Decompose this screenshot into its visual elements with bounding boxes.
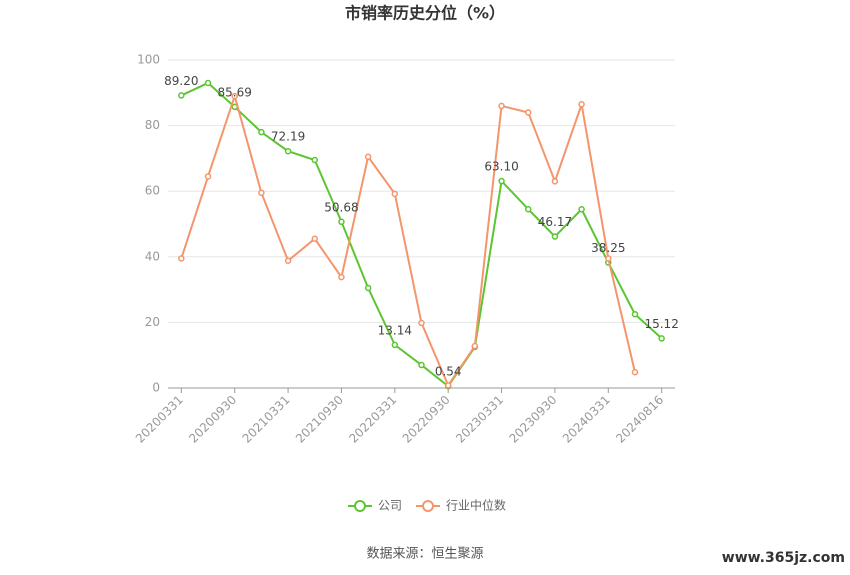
point	[631, 310, 639, 318]
data-label: 72.19	[271, 130, 305, 144]
point	[524, 109, 532, 116]
point	[471, 342, 479, 350]
point	[204, 79, 212, 87]
data-label: 89.20	[164, 74, 198, 88]
point	[391, 341, 399, 349]
point	[364, 153, 372, 161]
x-tick-label: 20230331	[453, 393, 506, 446]
point	[578, 101, 585, 108]
point	[498, 177, 505, 185]
x-tick-label: 20200930	[186, 393, 239, 446]
point	[284, 257, 292, 264]
point	[258, 128, 265, 136]
point	[605, 255, 612, 262]
y-tick-label: 80	[145, 118, 160, 132]
point	[338, 218, 345, 226]
source: 数据来源：恒生聚源	[366, 547, 483, 562]
point	[204, 173, 212, 180]
y-tick-label: 100	[137, 53, 160, 67]
x-tick-label: 20240331	[560, 393, 613, 446]
point	[631, 369, 639, 376]
x-tick-label: 20220930	[400, 393, 453, 446]
x-tick-label: 20200331	[133, 393, 186, 446]
data-label: 38.25	[591, 241, 625, 255]
y-tick-label: 60	[145, 184, 160, 198]
point	[498, 102, 505, 110]
point	[551, 178, 559, 185]
point	[578, 205, 585, 213]
y-tick-label: 20	[145, 315, 160, 329]
watermark: www.365jz.com	[722, 550, 845, 566]
data-label: 85.69	[218, 85, 252, 99]
y-tick-label: 0	[152, 381, 160, 395]
point	[418, 361, 425, 369]
chart-title: 市销率历史分位（%）	[345, 4, 505, 23]
point	[311, 235, 319, 243]
x-tick-label: 20240816	[613, 393, 666, 446]
legend-marker	[354, 500, 366, 512]
point	[551, 233, 559, 240]
point	[524, 205, 532, 213]
legend-marker	[422, 500, 434, 512]
point	[258, 189, 265, 197]
point	[444, 382, 452, 389]
point	[658, 335, 665, 342]
point	[391, 190, 399, 198]
data-label: 50.68	[324, 200, 358, 214]
point	[311, 156, 319, 164]
x-tick-label: 20230930	[506, 393, 559, 446]
data-label: 46.17	[538, 215, 572, 229]
x-tick-label: 20210930	[293, 393, 346, 446]
series-line	[180, 92, 636, 388]
x-tick-label: 20220331	[346, 393, 399, 446]
legend-label: 行业中位数	[446, 498, 506, 513]
point	[364, 284, 372, 292]
x-tick-label: 20210331	[240, 393, 293, 446]
data-label: 63.10	[484, 160, 518, 174]
series-line	[180, 81, 663, 388]
point	[178, 255, 185, 262]
data-label: 13.14	[378, 323, 412, 337]
data-label: 0.54	[435, 365, 462, 379]
point	[178, 92, 185, 99]
data-label: 15.12	[644, 317, 678, 331]
y-tick-label: 40	[145, 249, 160, 263]
point	[231, 92, 238, 100]
legend-label: 公司	[378, 499, 402, 513]
point	[284, 147, 292, 155]
point	[338, 273, 345, 281]
point	[418, 319, 425, 327]
